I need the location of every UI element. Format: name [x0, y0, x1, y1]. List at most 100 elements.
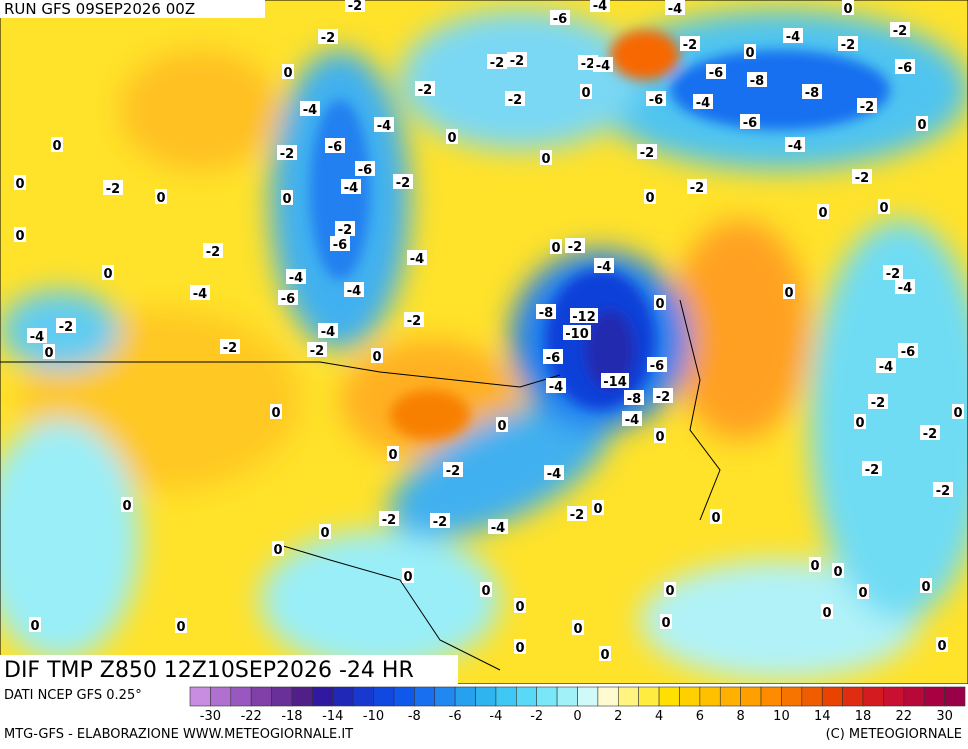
contour-label-box	[624, 390, 644, 405]
contour-label-box	[916, 116, 928, 131]
colorbar-swatch	[679, 686, 701, 707]
contour-label: -6	[281, 292, 295, 307]
colorbar-swatch	[271, 686, 293, 707]
contour-label: -10	[565, 327, 589, 342]
contour-label: 0	[156, 191, 165, 206]
contour-label-box	[550, 10, 570, 25]
colorbar-tick-label: 2	[614, 709, 622, 724]
contour-label-box	[809, 557, 821, 572]
colorbar-swatch	[760, 686, 782, 707]
contour-label: 0	[30, 619, 39, 634]
contour-label-box	[783, 28, 803, 43]
contour-label: -2	[508, 93, 522, 108]
contour-label: -4	[597, 260, 611, 275]
contour-label-box	[371, 348, 383, 363]
contour-label-box	[272, 541, 284, 556]
colorbar-swatch	[638, 686, 660, 707]
contour-label: 0	[810, 559, 819, 574]
colorbar-tick-label: -8	[408, 709, 421, 724]
colorbar-tick-label: -10	[363, 709, 384, 724]
contour-label-box	[505, 91, 525, 106]
contour-label: 0	[879, 201, 888, 216]
contour-label: -4	[289, 271, 303, 286]
contour-label-box	[744, 44, 756, 59]
contour-label-box	[404, 312, 424, 327]
contour-label-box	[514, 598, 526, 613]
contour-label-box	[854, 414, 866, 429]
contour-label-box	[402, 568, 414, 583]
contour-label-box	[580, 84, 592, 99]
contour-label-box	[203, 243, 223, 258]
contour-label-box	[740, 114, 760, 129]
contour-label-box	[842, 0, 854, 15]
contour-label: -4	[898, 281, 912, 296]
contour-label-box	[654, 428, 666, 443]
colorbar-swatch	[332, 686, 354, 707]
contour-label-box	[706, 64, 726, 79]
contour-label-box	[710, 509, 722, 524]
colorbar-swatch	[801, 686, 823, 707]
contour-label-box	[599, 646, 611, 661]
contour-label-box	[286, 269, 306, 284]
contour-label-box	[335, 221, 355, 236]
colorbar-swatch	[352, 686, 374, 707]
contour-label-box	[644, 189, 656, 204]
contour-label-box	[570, 308, 598, 323]
contour-label-box	[883, 265, 903, 280]
contour-label-box	[102, 265, 114, 280]
contour-label-box	[878, 199, 890, 214]
contour-label-box	[220, 339, 240, 354]
contour-label: -4	[347, 284, 361, 299]
contour-label-box	[325, 138, 345, 153]
contour-label-box	[622, 411, 642, 426]
contour-label-box	[14, 175, 26, 190]
contour-label: 0	[661, 616, 670, 631]
run-label: RUN GFS 09SEP2026 00Z	[4, 0, 195, 18]
contour-label: -4	[625, 413, 639, 428]
contour-label-box	[56, 318, 76, 333]
colorbar-swatch	[903, 686, 925, 707]
contour-label-box	[664, 582, 676, 597]
contour-label: -2	[382, 513, 396, 528]
contour-label-box	[330, 236, 350, 251]
contour-label: -2	[886, 267, 900, 282]
contour-label: 0	[282, 192, 291, 207]
contour-label-box	[103, 180, 123, 195]
contour-label: 0	[818, 206, 827, 221]
contour-label: -2	[338, 223, 352, 238]
colorbar-tick-label: -4	[489, 709, 502, 724]
colorbar-tick-label: -18	[281, 709, 302, 724]
colorbar-swatch	[658, 686, 680, 707]
contour-label: -2	[321, 31, 335, 46]
colorbar-swatch	[373, 686, 395, 707]
contour-label: -6	[553, 12, 567, 27]
contour-labels: -2-6-4 -4 0-2-2-2 -2 -4-20-4-2-2-6-6-8-8-20-…	[14, 0, 964, 663]
contour-label: 0	[822, 606, 831, 621]
colorbar-swatch	[414, 686, 436, 707]
map-title: DIF TMP Z850 12Z10SEP2026 -24 HR	[4, 658, 414, 683]
contour-label-box	[341, 179, 361, 194]
contour-label-box	[895, 279, 915, 294]
contour-label-box	[480, 582, 492, 597]
contour-label: -6	[901, 345, 915, 360]
contour-label-box	[51, 137, 63, 152]
header-box	[0, 0, 265, 18]
contour-label-box	[29, 617, 41, 632]
contour-label-box	[270, 404, 282, 419]
colorbar-swatch	[189, 686, 211, 707]
contour-label: 0	[745, 46, 754, 61]
contour-label-box	[693, 94, 713, 109]
contour-label-box	[121, 497, 133, 512]
contour-label-box	[393, 174, 413, 189]
contour-label: -4	[596, 59, 610, 74]
contour-label: 0	[372, 350, 381, 365]
colorbar-swatch	[862, 686, 884, 707]
contour-label: -2	[206, 245, 220, 260]
contour-label: -2	[570, 508, 584, 523]
contour-label-box	[318, 29, 338, 44]
contour-label-box	[565, 238, 585, 253]
colorbar-swatch	[699, 686, 721, 707]
contour-label-box	[155, 189, 167, 204]
contour-label: -6	[546, 351, 560, 366]
contour-label: 0	[44, 346, 53, 361]
